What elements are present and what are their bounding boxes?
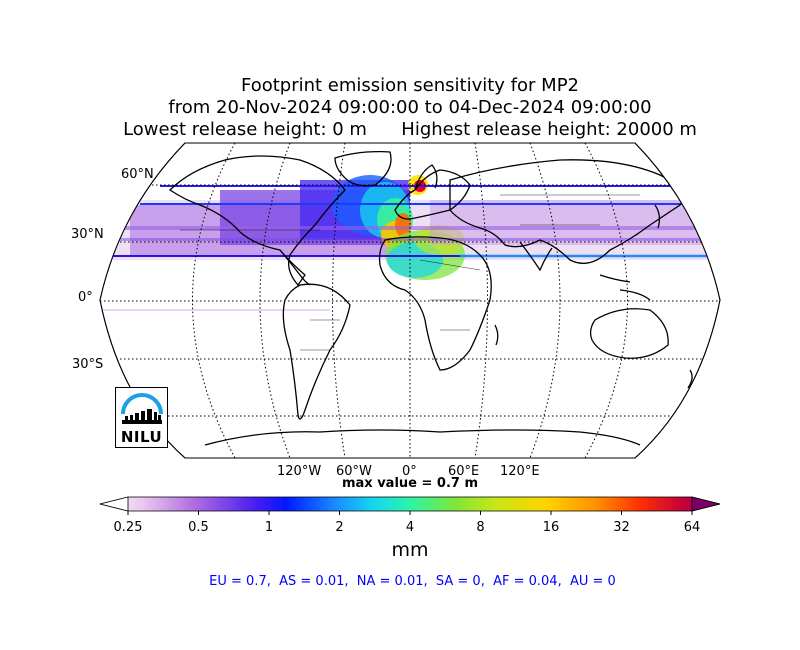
lon-label-60e: 60°E [448, 464, 480, 479]
lat-label-60n: 60°N [121, 167, 154, 182]
coastlines [168, 150, 693, 446]
title-line-3: Lowest release height: 0 m Highest relea… [123, 119, 697, 140]
logo-text: NILU [120, 428, 163, 446]
lat-label-30n: 30°N [71, 227, 104, 242]
colorbar [99, 496, 721, 515]
colorbar-tick: 4 [405, 520, 415, 535]
colorbar-tick: 2 [335, 520, 344, 535]
colorbar-tick: 0.25 [113, 520, 143, 535]
colorbar-tick: 1 [264, 520, 274, 535]
colorbar-unit: mm [391, 539, 429, 561]
title-line-2: from 20-Nov-2024 09:00:00 to 04-Dec-2024… [168, 97, 652, 118]
colorbar-tick: 16 [542, 520, 560, 535]
colorbar-tick: 8 [476, 520, 485, 535]
lat-label-0: 0° [78, 290, 93, 305]
max-value-label: max value = 0.7 m [341, 476, 479, 491]
title-line-1: Footprint emission sensitivity for MP2 [240, 75, 579, 96]
lon-label-0: 0° [402, 464, 417, 479]
sensitivity-streaks [100, 185, 720, 311]
lat-label-30s: 30°S [72, 357, 104, 372]
lon-label-60w: 60°W [336, 464, 372, 479]
colorbar-tick: 64 [683, 520, 701, 535]
graticule [100, 143, 720, 458]
lon-label-120w: 120°W [277, 464, 322, 479]
colorbar-tick: 0.5 [188, 520, 209, 535]
region-stats: EU = 0.7, AS = 0.01, NA = 0.01, SA = 0, … [209, 574, 616, 589]
nilu-logo: NILU [115, 387, 168, 448]
colorbar-tick: 32 [613, 520, 630, 535]
lon-label-120e: 120°E [500, 464, 540, 479]
country-borders [180, 194, 640, 351]
logo-icon [121, 393, 163, 424]
